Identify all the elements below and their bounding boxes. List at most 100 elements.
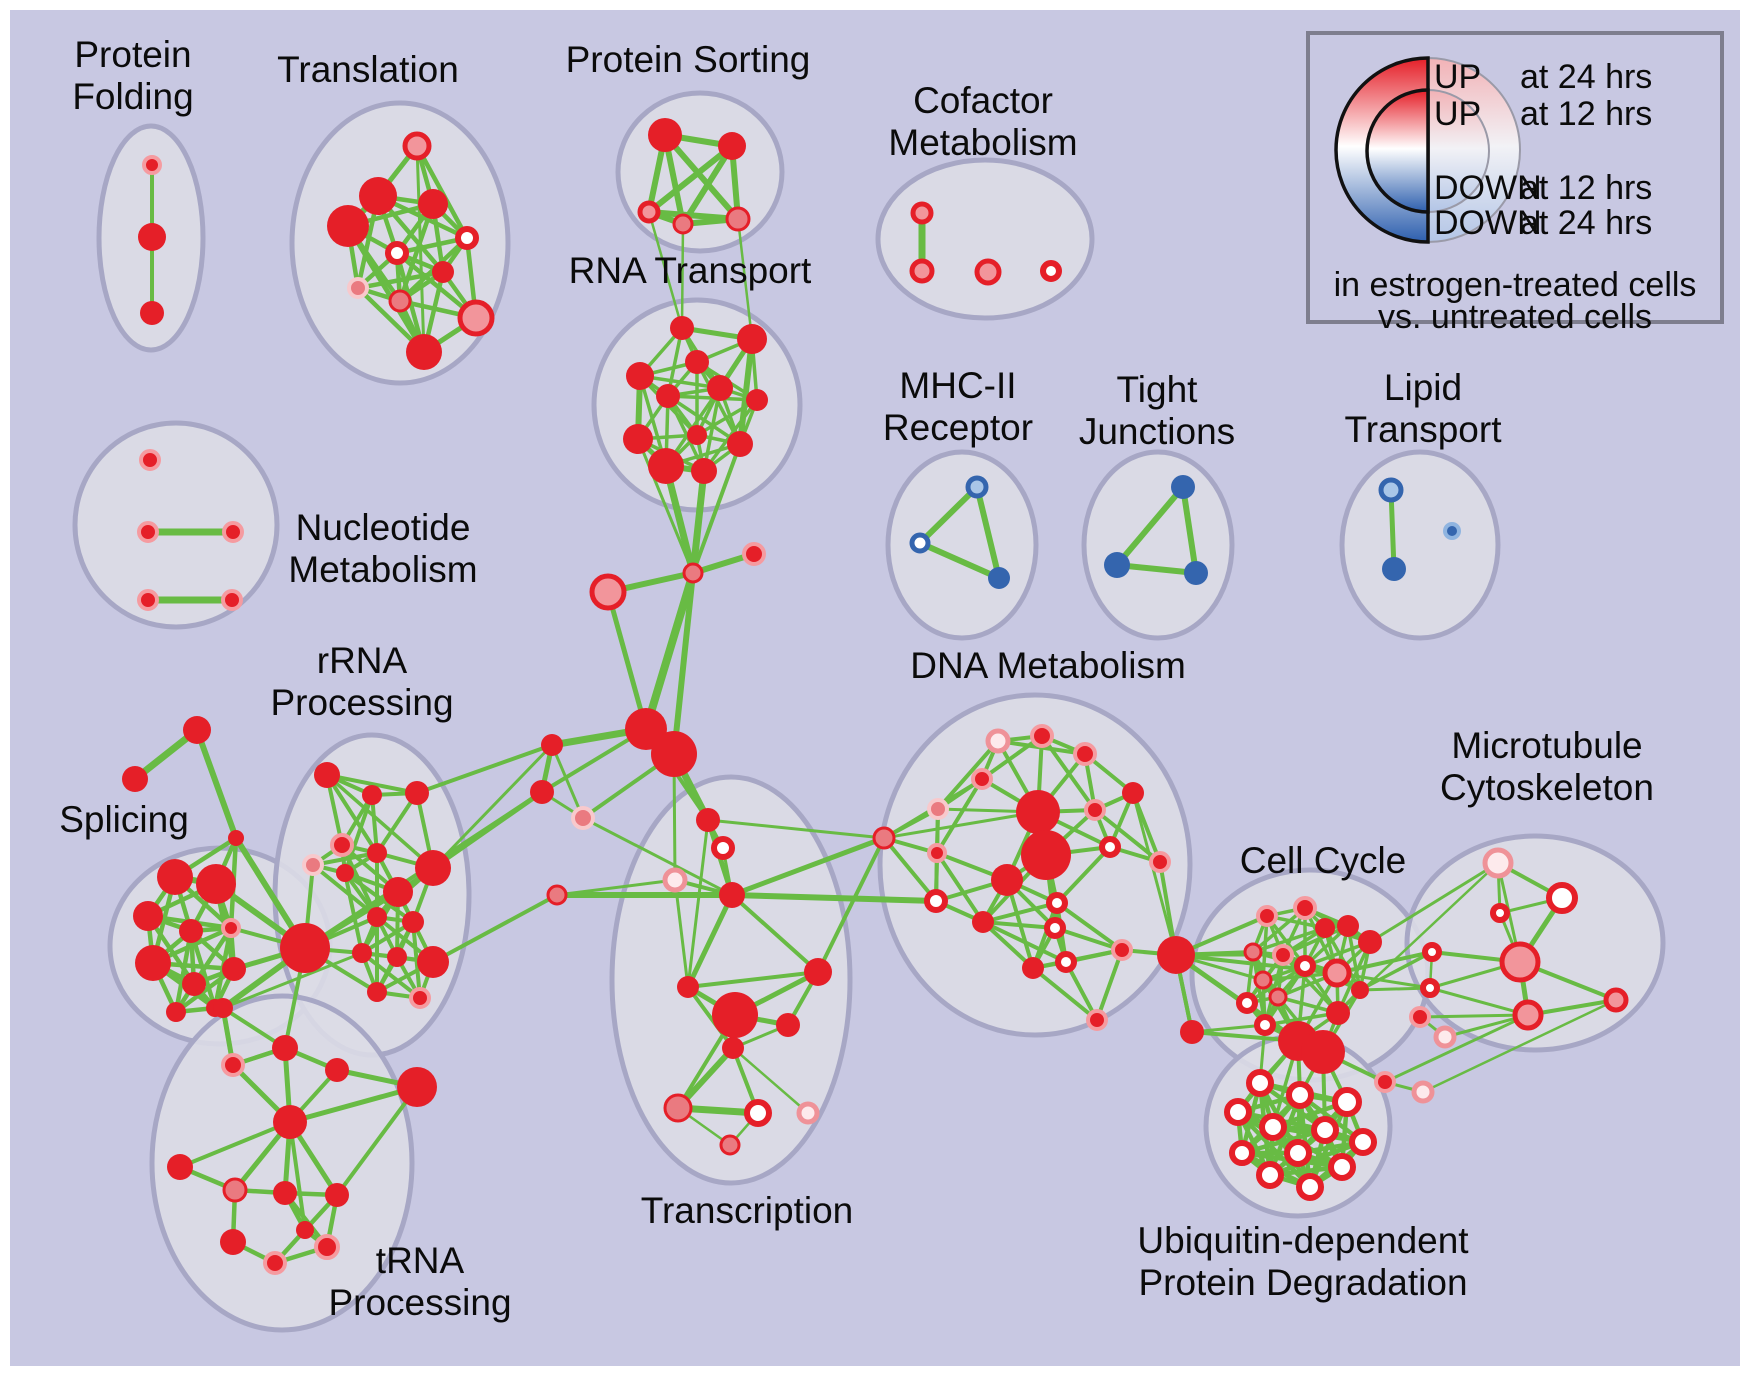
- node-cofactor-metabolism: [910, 201, 934, 225]
- node-rrna-processing: [302, 854, 324, 876]
- node-rna-transport: [691, 458, 717, 484]
- cluster-label-protein-sorting: Protein Sorting: [566, 39, 811, 80]
- node-trna-processing: [221, 1053, 245, 1077]
- node-splicing: [166, 1002, 186, 1022]
- node-cofactor-metabolism: [974, 258, 1002, 286]
- edge: [1263, 1011, 1340, 1027]
- edge: [1055, 901, 1124, 952]
- node-microtubule-cytoskeleton: [1499, 941, 1541, 983]
- node-microtubule-cytoskeleton: [1490, 903, 1510, 923]
- edge: [1388, 487, 1397, 572]
- node-mhc-ii-receptor: [909, 532, 931, 554]
- cluster-label-trna-processing: Processing: [328, 1282, 511, 1323]
- node-ubiquitin-degradation: [1256, 1161, 1284, 1189]
- edge: [1335, 950, 1434, 975]
- node-ubiquitin-degradation: [1328, 1153, 1356, 1181]
- cluster-label-trna-processing: tRNA: [376, 1240, 465, 1281]
- node-dna-metabolism: [1016, 790, 1060, 834]
- node-bridges: [541, 734, 563, 756]
- edge: [1053, 926, 1124, 952]
- node-cell-cycle: [1326, 1001, 1350, 1025]
- cluster-label-protein-folding: Folding: [72, 76, 193, 117]
- node-cell-cycle: [1256, 905, 1278, 927]
- node-bridges: [682, 562, 704, 584]
- edge: [173, 928, 194, 1015]
- cluster-label-ubiquitin-degradation: Protein Degradation: [1138, 1262, 1467, 1303]
- node-ubiquitin-degradation: [1284, 1139, 1312, 1167]
- edge: [736, 217, 754, 341]
- edge: [550, 743, 585, 820]
- edge: [737, 336, 755, 447]
- edge: [1055, 845, 1112, 905]
- edge: [1368, 861, 1500, 944]
- edge: [680, 222, 685, 330]
- legend: UP at 24 hrs UP at 12 hrs DOWN at 12 hrs…: [1306, 31, 1724, 336]
- edge: [662, 462, 697, 577]
- edge: [702, 386, 722, 473]
- cluster-label-rna-transport: RNA Transport: [569, 250, 812, 291]
- node-rrna-processing: [362, 785, 382, 805]
- node-nucleotide-metabolism: [139, 449, 161, 471]
- edge: [935, 851, 985, 924]
- node-rna-transport: [626, 362, 654, 390]
- cluster-label-translation: Translation: [277, 49, 459, 90]
- edge: [1239, 1127, 1328, 1156]
- legend-time-up-24: at 24 hrs: [1520, 58, 1652, 96]
- node-microtubule-cytoskeleton: [1411, 1080, 1435, 1104]
- cluster-label-microtubule-cytoskeleton: Microtubule: [1451, 725, 1642, 766]
- node-translation: [432, 261, 454, 283]
- node-translation: [359, 177, 397, 215]
- node-cell-cycle: [1254, 1014, 1276, 1036]
- cluster-label-dna-metabolism: DNA Metabolism: [910, 645, 1186, 686]
- node-cell-cycle: [1358, 930, 1382, 954]
- node-ubiquitin-degradation: [1246, 1069, 1274, 1097]
- legend-time-down-12: at 12 hrs: [1520, 169, 1652, 207]
- node-protein-sorting: [725, 206, 751, 232]
- node-trna-processing: [272, 1035, 298, 1061]
- node-rna-transport: [685, 350, 709, 374]
- node-dna-metabolism: [1157, 936, 1195, 974]
- node-dna-metabolism: [924, 889, 948, 913]
- node-transcription: [722, 1037, 744, 1059]
- edge: [325, 773, 419, 795]
- edge: [375, 791, 419, 855]
- node-trna-processing: [397, 1067, 437, 1107]
- node-rrna-processing: [280, 923, 330, 973]
- cluster-label-lipid-transport: Transport: [1345, 409, 1503, 450]
- cluster-label-lipid-transport: Lipid: [1384, 367, 1462, 408]
- edge: [647, 210, 684, 330]
- cluster-label-cofactor-metabolism: Cofactor: [913, 80, 1053, 121]
- node-trna-processing: [220, 1229, 246, 1255]
- edge: [1031, 966, 1099, 1022]
- node-dna-metabolism: [1084, 799, 1106, 821]
- node-ubiquitin-degradation: [1311, 1116, 1339, 1144]
- edge: [287, 1084, 420, 1125]
- node-cell-cycle: [1315, 918, 1335, 938]
- edge: [935, 777, 984, 855]
- edge: [325, 773, 435, 870]
- edge: [335, 1085, 419, 1197]
- node-nucleotide-metabolism: [221, 589, 243, 611]
- node-splicing: [157, 859, 193, 895]
- edge: [415, 144, 426, 354]
- node-dna-metabolism: [1022, 957, 1044, 979]
- node-lipid-transport: [1443, 522, 1461, 540]
- node-lipid-transport: [1378, 477, 1404, 503]
- edge: [1336, 940, 1372, 1015]
- node-nucleotide-metabolism: [222, 521, 244, 543]
- node-rna-transport: [707, 375, 733, 401]
- edge: [981, 920, 1057, 930]
- node-rna-transport: [737, 324, 767, 354]
- node-mhc-ii-receptor: [988, 567, 1010, 589]
- node-microtubule-cytoskeleton: [1420, 978, 1440, 998]
- node-ubiquitin-degradation: [1229, 1140, 1255, 1166]
- node-tight-junctions: [1104, 552, 1130, 578]
- edge: [685, 892, 735, 990]
- node-transcription: [744, 1099, 772, 1127]
- legend-caption-line1: in estrogen-treated cells: [1334, 266, 1697, 304]
- node-rrna-processing: [352, 943, 372, 963]
- edge: [1383, 1013, 1530, 1084]
- edge: [605, 589, 649, 732]
- node-splicing: [122, 766, 148, 792]
